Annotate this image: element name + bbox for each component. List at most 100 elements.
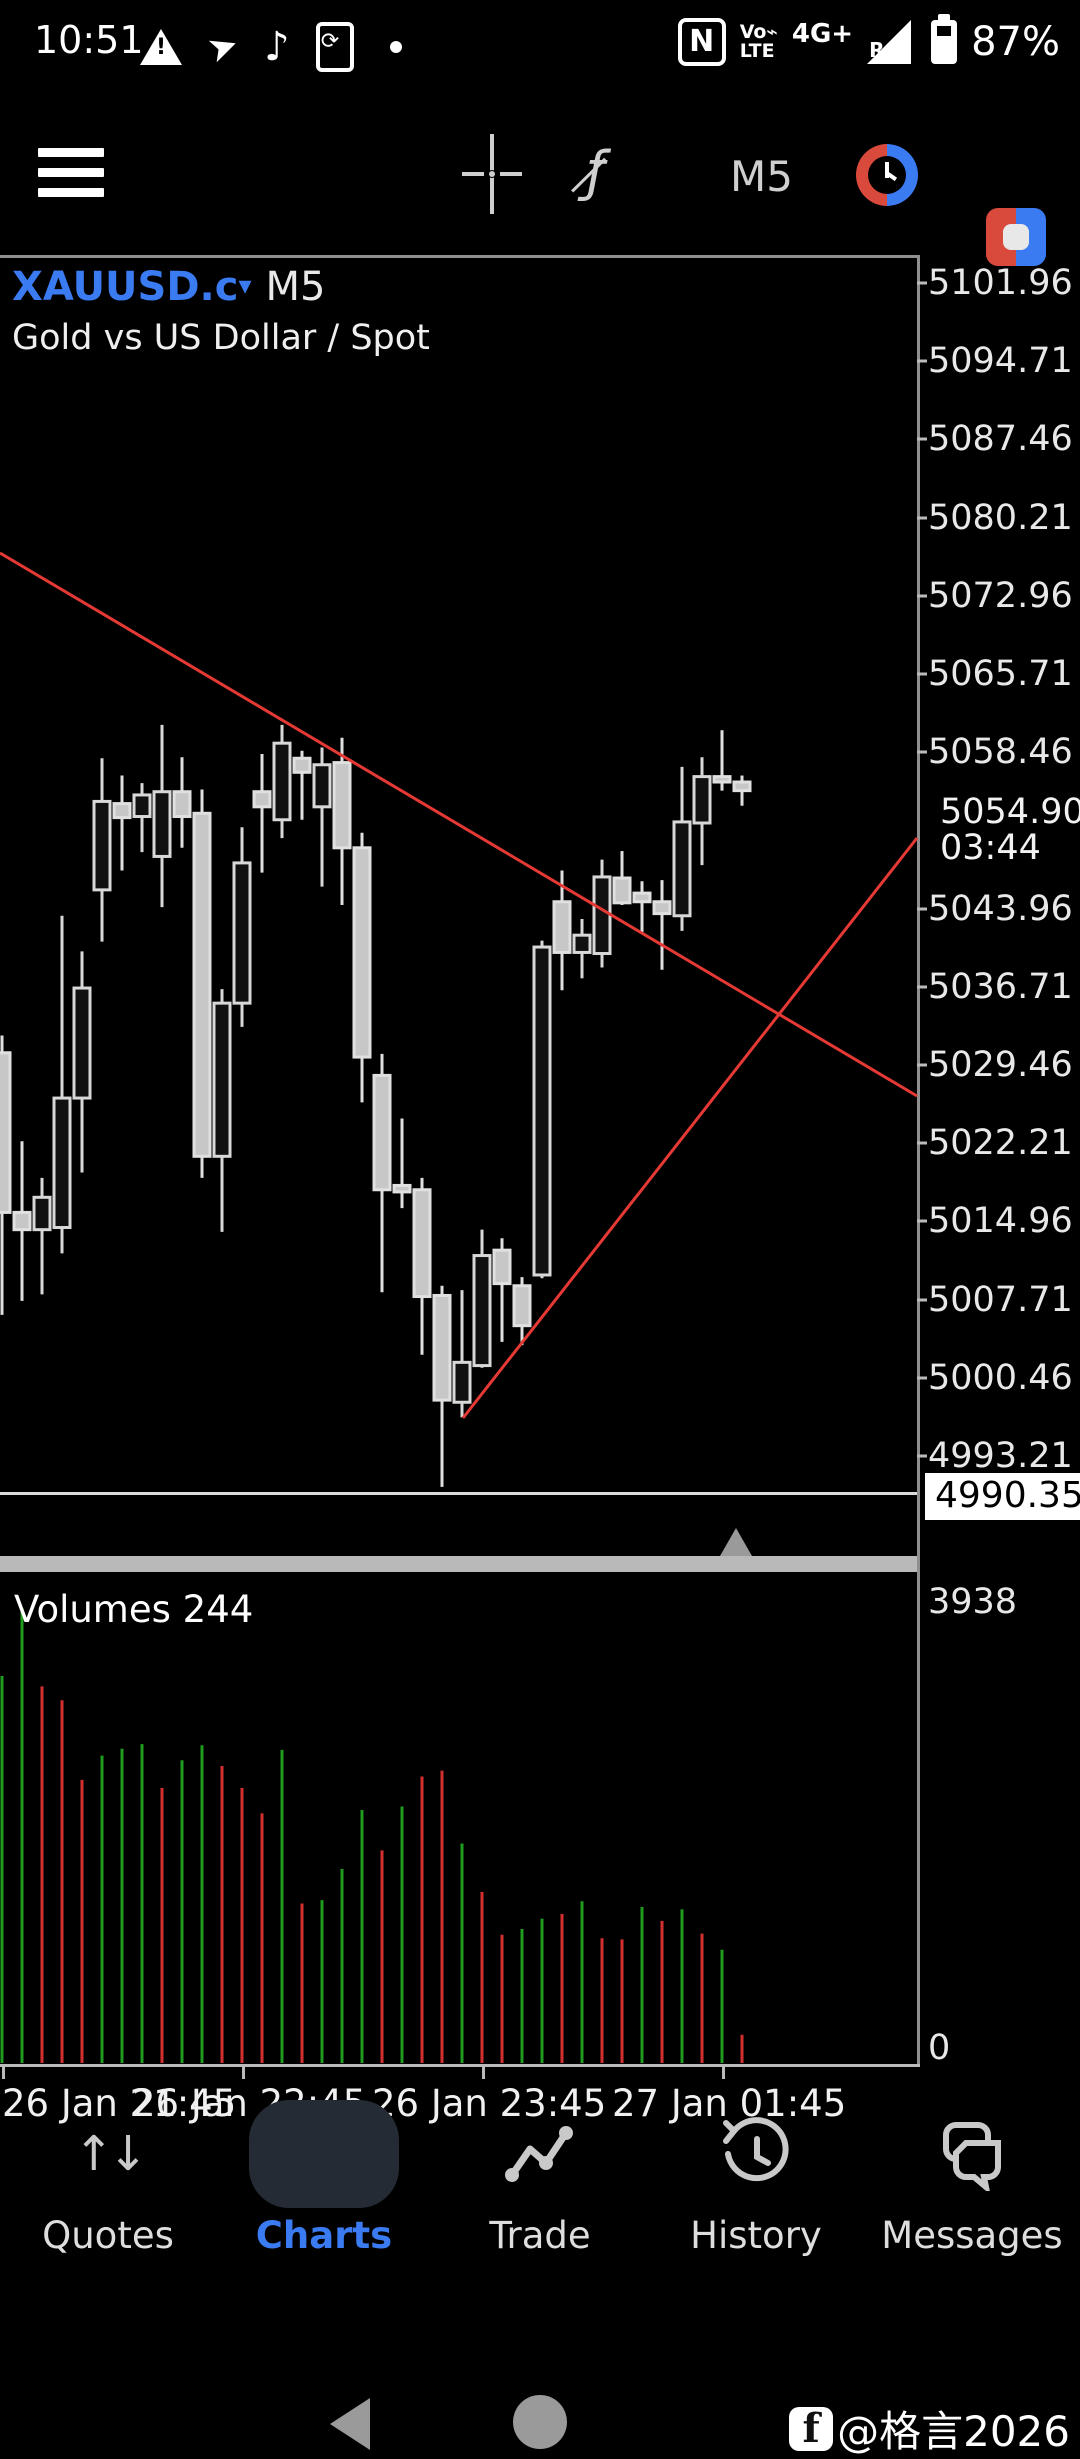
candle <box>172 790 192 819</box>
candle <box>532 945 552 1277</box>
candle <box>472 1254 492 1368</box>
candle-countdown: 03:44 <box>940 828 1041 868</box>
price-tick-label: 5036.71 <box>928 966 1073 1007</box>
time-tick-label: 27 Jan 01:45 <box>612 2082 847 2125</box>
candle <box>12 1210 32 1232</box>
volume-max-label: 3938 <box>928 1582 1018 1622</box>
trendline-ascending[interactable] <box>461 837 919 1419</box>
price-tick-mark <box>917 594 927 598</box>
pane-splitter[interactable] <box>0 1556 917 1572</box>
candle <box>612 876 632 905</box>
objects-icon[interactable] <box>986 208 1046 266</box>
crosshair-icon[interactable] <box>462 134 522 214</box>
low-price-label: 4990.35 <box>925 1473 1080 1520</box>
battery-icon <box>931 14 958 64</box>
price-tick-mark <box>917 985 927 989</box>
candle <box>132 793 152 819</box>
price-tick-label: 5080.21 <box>928 497 1073 538</box>
price-tick-label: 5043.96 <box>928 888 1073 929</box>
candle <box>372 1073 392 1192</box>
system-status-icons: N Vo⌁ LTE 4G+ R 87% <box>677 14 1060 66</box>
nav-history[interactable]: History <box>648 2108 864 2257</box>
price-tick-label: 5065.71 <box>928 654 1073 695</box>
candle <box>152 790 172 858</box>
price-tick-mark <box>917 359 927 363</box>
nav-trade[interactable]: Trade <box>432 2108 648 2257</box>
candle <box>512 1284 532 1328</box>
candle <box>392 1183 412 1194</box>
price-tick-label: 4993.21 <box>928 1436 1073 1477</box>
android-back-button[interactable] <box>330 2398 370 2450</box>
price-tick-mark <box>917 516 927 520</box>
chart-toolbar: ƒ̷ M5 <box>0 130 1080 266</box>
volte-icon: Vo⌁ LTE <box>739 21 778 62</box>
price-tick-label: 5022.21 <box>928 1123 1073 1164</box>
signal-icon: R <box>867 20 912 64</box>
candle <box>492 1248 512 1286</box>
screen-sync-icon <box>315 22 354 72</box>
nfc-icon: N <box>677 18 726 66</box>
status-bar: 10:51 ➤ ♪ N Vo⌁LTE 4G+ R 87% <box>0 0 1080 72</box>
candle <box>592 875 612 956</box>
candle <box>0 1051 12 1214</box>
candlestick-chart[interactable] <box>0 0 1080 2400</box>
time-tick-mark <box>242 2067 245 2079</box>
price-tick-mark <box>917 1063 927 1067</box>
candle <box>732 780 752 793</box>
price-tick-label: 5007.71 <box>928 1279 1073 1320</box>
volume-min-label: 0 <box>928 2028 951 2068</box>
price-tick-label: 5072.96 <box>928 575 1073 616</box>
trade-icon <box>432 2108 648 2200</box>
time-tick-mark <box>482 2067 485 2079</box>
nav-quotes[interactable]: ↑↓ Quotes <box>0 2108 216 2257</box>
price-tick-mark <box>917 1454 927 1458</box>
notification-icons: ➤ ♪ <box>140 22 402 72</box>
candle <box>252 790 272 809</box>
battery-percent: 87% <box>971 19 1060 65</box>
indicators-icon[interactable]: ƒ̷ <box>586 140 606 203</box>
price-tick-mark <box>917 907 927 911</box>
current-price-label: 5054.90 <box>940 792 1080 832</box>
price-tick-mark <box>917 672 927 676</box>
candle <box>272 741 292 822</box>
candle <box>552 900 572 954</box>
volume-indicator-label: Volumes 244 <box>14 1588 254 1631</box>
price-tick-mark <box>917 1219 927 1223</box>
notification-dot-icon <box>389 41 402 53</box>
nav-charts[interactable]: Charts <box>216 2100 432 2257</box>
watermark: f @格言2026 <box>789 2398 1070 2459</box>
candle <box>232 861 252 1005</box>
menu-icon[interactable] <box>38 148 104 208</box>
candle <box>432 1293 452 1402</box>
time-tick-label: 26 Jan 23:45 <box>372 2082 607 2125</box>
symbol-name[interactable]: XAUUSD.c <box>12 264 239 310</box>
candle <box>312 763 332 809</box>
candle <box>352 846 372 1059</box>
pane-splitter-arrow-icon[interactable] <box>720 1528 752 1556</box>
bottom-navigation: ↑↓ Quotes Charts Trade <box>0 2100 1080 2268</box>
symbol-title[interactable]: XAUUSD.c▾ M5 <box>12 264 325 310</box>
candle <box>652 900 672 916</box>
facebook-icon: f <box>789 2406 834 2451</box>
price-tick-label: 5101.96 <box>928 263 1073 303</box>
candle <box>52 1096 72 1230</box>
trendline-descending[interactable] <box>0 551 918 1098</box>
history-icon <box>648 2108 864 2200</box>
nav-messages[interactable]: Messages <box>864 2108 1080 2257</box>
time-tick-label: 26 Jan 21:45 <box>2 2082 237 2125</box>
android-home-button[interactable] <box>513 2395 567 2449</box>
candle <box>32 1195 52 1232</box>
candle <box>292 756 312 774</box>
price-tick-label: 5014.96 <box>928 1201 1073 1242</box>
symbol-timeframe: M5 <box>265 264 326 310</box>
price-tick-mark <box>917 750 927 754</box>
time-axis-line <box>0 2064 920 2067</box>
price-tick-label: 5094.71 <box>928 341 1073 382</box>
price-tick-mark <box>917 1141 927 1145</box>
time-tick-mark <box>2 2067 5 2079</box>
trading-sessions-icon[interactable] <box>856 144 918 206</box>
timeframe-button[interactable]: M5 <box>730 152 793 201</box>
candle <box>72 986 92 1100</box>
chevron-down-icon[interactable]: ▾ <box>238 271 252 301</box>
active-tab-pill <box>249 2100 399 2208</box>
